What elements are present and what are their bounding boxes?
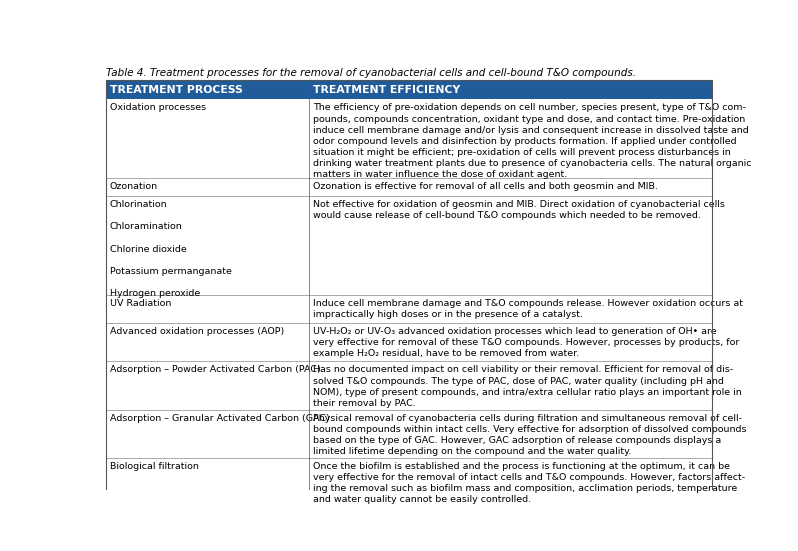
Bar (105, 178, 713, 196)
Text: Not effective for oxidation of geosmin and MIB. Direct oxidation of cyanobacteri: Not effective for oxidation of geosmin a… (313, 200, 725, 220)
Bar (105, 458, 713, 506)
Text: Table 4. Treatment processes for the removal of cyanobacterial cells and cell-bo: Table 4. Treatment processes for the rem… (105, 68, 635, 78)
Text: Chlorination

Chloramination

Chlorine dioxide

Potassium permanganate

Hydrogen: Chlorination Chloramination Chlorine dio… (110, 200, 231, 298)
Text: Adsorption – Granular Activated Carbon (GAC): Adsorption – Granular Activated Carbon (… (110, 414, 330, 423)
Bar (105, 361, 713, 409)
Text: Advanced oxidation processes (AOP): Advanced oxidation processes (AOP) (110, 327, 284, 336)
Text: Has no documented impact on cell viability or their removal. Efficient for remov: Has no documented impact on cell viabili… (313, 365, 742, 408)
Text: Physical removal of cyanobacteria cells during filtration and simultaneous remov: Physical removal of cyanobacteria cells … (313, 414, 747, 456)
Text: The efficiency of pre-oxidation depends on cell number, species present, type of: The efficiency of pre-oxidation depends … (313, 104, 752, 179)
Text: Biological filtration: Biological filtration (110, 462, 199, 471)
Text: Oxidation processes: Oxidation processes (110, 104, 206, 112)
Bar (105, 323, 713, 361)
Text: Adsorption – Powder Activated Carbon (PAC): Adsorption – Powder Activated Carbon (PA… (110, 365, 321, 375)
Text: Ozonation: Ozonation (110, 182, 158, 191)
Text: UV Radiation: UV Radiation (110, 299, 172, 308)
Bar (105, 295, 713, 323)
Text: Induce cell membrane damage and T&O compounds release. However oxidation occurs : Induce cell membrane damage and T&O comp… (313, 299, 743, 320)
Bar (105, 80, 713, 99)
Text: Once the biofilm is established and the process is functioning at the optimum, i: Once the biofilm is established and the … (313, 462, 745, 505)
Bar (105, 409, 713, 458)
Bar (105, 196, 713, 295)
Text: TREATMENT EFFICIENCY: TREATMENT EFFICIENCY (313, 85, 460, 95)
Text: UV-H₂O₂ or UV-O₃ advanced oxidation processes which lead to generation of OH• ar: UV-H₂O₂ or UV-O₃ advanced oxidation proc… (313, 327, 740, 359)
Text: Ozonation is effective for removal of all cells and both geosmin and MIB.: Ozonation is effective for removal of al… (313, 182, 658, 191)
Bar (105, 99, 713, 178)
Text: TREATMENT PROCESS: TREATMENT PROCESS (110, 85, 243, 95)
